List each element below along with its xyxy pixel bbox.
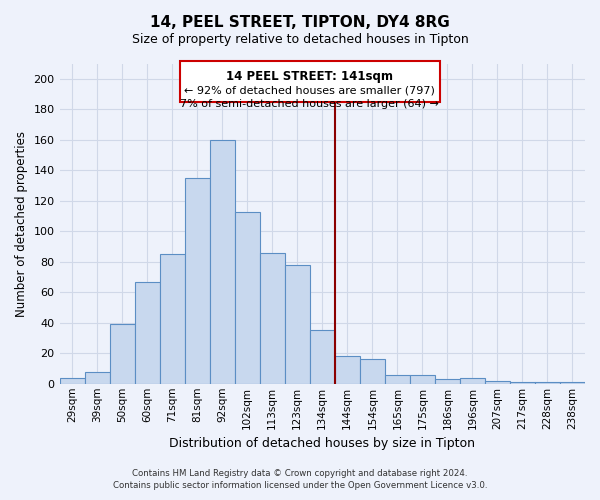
Text: ← 92% of detached houses are smaller (797): ← 92% of detached houses are smaller (79… xyxy=(184,85,435,95)
Text: 7% of semi-detached houses are larger (64) →: 7% of semi-detached houses are larger (6… xyxy=(181,98,439,108)
Bar xyxy=(560,382,585,384)
Bar xyxy=(59,378,85,384)
Bar xyxy=(510,382,535,384)
Text: Contains HM Land Registry data © Crown copyright and database right 2024.
Contai: Contains HM Land Registry data © Crown c… xyxy=(113,468,487,490)
Bar xyxy=(535,382,560,384)
Text: Size of property relative to detached houses in Tipton: Size of property relative to detached ho… xyxy=(131,32,469,46)
Bar xyxy=(134,282,160,384)
Bar xyxy=(360,360,385,384)
Bar xyxy=(460,378,485,384)
Bar xyxy=(160,254,185,384)
Bar xyxy=(209,140,235,384)
Bar xyxy=(310,330,335,384)
Y-axis label: Number of detached properties: Number of detached properties xyxy=(15,130,28,316)
Text: 14, PEEL STREET, TIPTON, DY4 8RG: 14, PEEL STREET, TIPTON, DY4 8RG xyxy=(150,15,450,30)
Bar xyxy=(185,178,209,384)
Bar xyxy=(385,374,410,384)
Bar xyxy=(410,374,435,384)
Bar xyxy=(435,379,460,384)
Bar xyxy=(85,372,110,384)
Bar xyxy=(110,324,134,384)
Bar xyxy=(235,212,260,384)
X-axis label: Distribution of detached houses by size in Tipton: Distribution of detached houses by size … xyxy=(169,437,475,450)
FancyBboxPatch shape xyxy=(179,60,440,102)
Text: 14 PEEL STREET: 141sqm: 14 PEEL STREET: 141sqm xyxy=(226,70,393,83)
Bar xyxy=(285,265,310,384)
Bar xyxy=(260,252,285,384)
Bar xyxy=(485,380,510,384)
Bar xyxy=(335,356,360,384)
